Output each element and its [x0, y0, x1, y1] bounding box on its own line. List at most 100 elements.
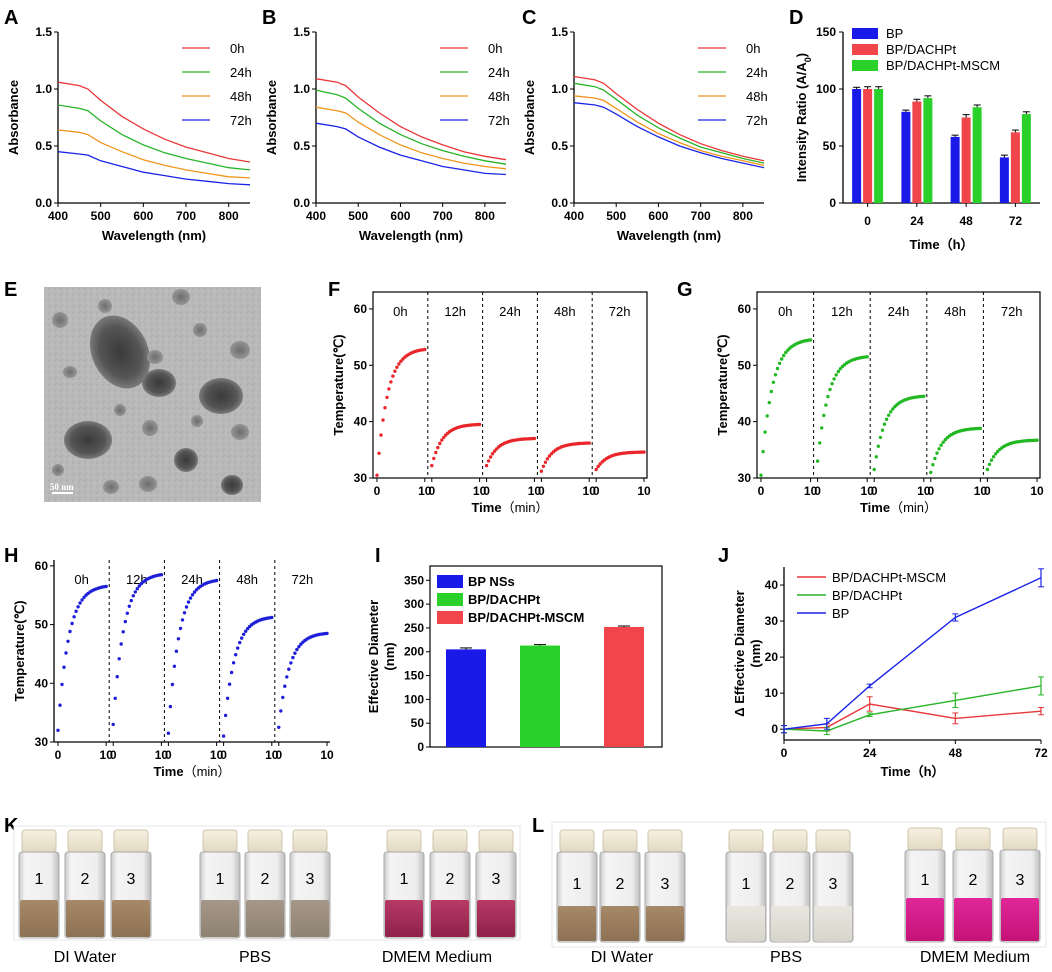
- x-tick-label: 500: [348, 209, 368, 223]
- tem-particle: [147, 350, 163, 364]
- series-line-72h: [315, 122, 507, 176]
- vial-liquid: [291, 900, 329, 937]
- vial-number: 2: [616, 876, 625, 893]
- x-tick-label: 0: [758, 484, 765, 498]
- x-tick-label: 10: [637, 484, 651, 498]
- x-tick-label: 500: [91, 209, 111, 223]
- x-tick-label: 0: [428, 484, 435, 498]
- tem-particle: [63, 366, 77, 378]
- data-point: [166, 731, 171, 735]
- series-line-48h: [315, 106, 507, 170]
- x-tick-label: 0: [220, 748, 227, 762]
- vial-cap: [432, 829, 468, 853]
- y-tick-label: 30: [35, 735, 49, 749]
- tem-scale-label: 50 nm: [50, 482, 74, 492]
- x-tick-label: 600: [133, 209, 153, 223]
- data-point: [72, 615, 76, 619]
- panel-letter-b: B: [262, 7, 276, 29]
- data-point: [186, 600, 191, 604]
- data-point: [283, 684, 287, 688]
- data-point: [434, 450, 438, 455]
- x-tick-label: 10: [974, 484, 988, 498]
- bar-BP-24: [901, 111, 911, 203]
- data-point: [190, 593, 195, 597]
- data-point: [826, 394, 830, 399]
- x-tick-label: 10: [265, 748, 279, 762]
- segment-label-72h: 72h: [609, 304, 631, 319]
- vial-cap: [478, 829, 514, 853]
- vial-number: 3: [661, 876, 670, 893]
- tem-particle: [142, 369, 176, 397]
- legend-label-24h: 24h: [746, 65, 768, 80]
- panel-letter-f: F: [328, 279, 340, 301]
- data-point: [808, 338, 813, 342]
- data-point: [761, 449, 765, 454]
- x-axis-title: Wavelength (nm): [617, 228, 721, 243]
- legend-label-BP/DACHPt: BP/DACHPt: [832, 588, 902, 603]
- series-line-24h: [57, 104, 251, 171]
- data-point: [818, 441, 822, 445]
- data-point: [872, 467, 876, 472]
- tem-particle: [199, 378, 243, 414]
- x-tick-label: 400: [306, 209, 326, 223]
- data-point: [159, 573, 164, 577]
- data-point: [131, 594, 135, 598]
- vial-cap: [772, 829, 808, 853]
- data-point: [884, 417, 889, 421]
- x-tick-label: 10: [210, 748, 224, 762]
- x-tick-label: 10: [528, 484, 542, 498]
- vial-number: 2: [786, 876, 795, 893]
- data-point: [170, 682, 175, 687]
- data-point: [987, 462, 992, 467]
- data-point: [878, 435, 883, 440]
- y-tick-label: 0: [829, 196, 836, 210]
- x-tick-label: 72: [1009, 214, 1023, 228]
- data-point: [763, 430, 767, 434]
- x-tick-label: 24: [863, 746, 877, 760]
- data-point: [182, 611, 187, 615]
- data-point: [777, 361, 782, 365]
- vial-liquid: [1001, 898, 1039, 941]
- data-point: [70, 621, 74, 626]
- x-tick-label: 10: [861, 484, 875, 498]
- data-point: [214, 578, 219, 583]
- legend-swatch-BP/DACHPt: [437, 593, 463, 606]
- data-point: [978, 426, 983, 431]
- y-axis-title-unit: (nm): [748, 639, 763, 667]
- data-point: [889, 410, 893, 414]
- x-tick-label: 700: [691, 209, 711, 223]
- data-point: [834, 373, 838, 377]
- data-point: [135, 587, 139, 591]
- series-line-BP: [783, 577, 1042, 730]
- data-point: [484, 463, 489, 468]
- segment-label-48h: 48h: [944, 304, 966, 319]
- data-point: [773, 373, 778, 377]
- y-tick-label: 1.5: [551, 25, 568, 39]
- vial-cap: [647, 829, 683, 853]
- vial-number: 2: [446, 871, 455, 888]
- y-tick-label: 1.0: [551, 82, 568, 96]
- photo-k-caption-dmem: DMEM Medium: [382, 949, 492, 966]
- y-tick-label: 60: [354, 302, 368, 316]
- x-tick-label: 0: [927, 484, 934, 498]
- vial-liquid: [727, 906, 765, 941]
- data-point: [192, 590, 197, 594]
- vial-cap: [247, 829, 283, 853]
- panel-letter-c: C: [522, 7, 536, 29]
- data-point: [532, 436, 537, 441]
- data-point: [891, 407, 895, 411]
- data-point: [74, 609, 78, 613]
- data-point: [176, 637, 181, 641]
- panel-letter-j: J: [718, 545, 729, 567]
- legend-label-BP/DACHPt: BP/DACHPt: [886, 42, 956, 57]
- vial-cap: [113, 829, 149, 853]
- bar-BP/DACHPt-72: [1010, 132, 1020, 203]
- y-tick-label: 0: [771, 722, 778, 736]
- series-line-0h: [315, 78, 507, 161]
- data-point: [381, 418, 385, 422]
- vial-liquid: [20, 900, 58, 937]
- legend-label-24h: 24h: [488, 65, 510, 80]
- data-point: [137, 584, 141, 588]
- data-point: [238, 640, 242, 645]
